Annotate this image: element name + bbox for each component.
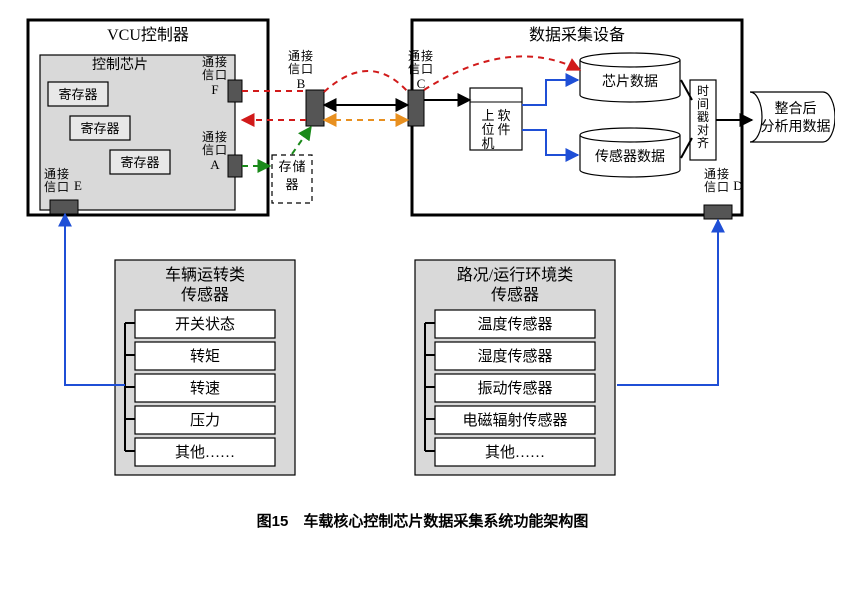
- svg-text:开关状态: 开关状态: [175, 316, 235, 333]
- svg-text:传感器: 传感器: [181, 286, 229, 304]
- svg-text:器: 器: [285, 177, 298, 192]
- svg-text:机: 机: [481, 136, 494, 151]
- svg-text:信: 信: [288, 62, 300, 76]
- svg-text:A: A: [210, 157, 220, 172]
- svg-text:戳: 戳: [697, 110, 709, 124]
- svg-text:接: 接: [301, 48, 313, 63]
- svg-text:上: 上: [481, 108, 494, 123]
- svg-text:转矩: 转矩: [190, 348, 220, 365]
- svg-text:接: 接: [421, 48, 433, 63]
- svg-text:时: 时: [697, 84, 709, 98]
- svg-text:软: 软: [497, 108, 510, 123]
- svg-text:传感器数据: 传感器数据: [595, 148, 665, 165]
- svg-text:齐: 齐: [697, 135, 709, 150]
- svg-text:其他……: 其他……: [485, 444, 545, 461]
- svg-text:寄存器: 寄存器: [80, 121, 119, 136]
- svg-text:位: 位: [481, 122, 494, 137]
- svg-text:信: 信: [202, 143, 214, 157]
- svg-text:分析用数据: 分析用数据: [761, 119, 831, 135]
- svg-text:VCU控制器: VCU控制器: [107, 26, 189, 44]
- svg-text:寄存器: 寄存器: [120, 155, 159, 170]
- svg-text:口: 口: [57, 180, 69, 194]
- svg-text:通: 通: [704, 167, 716, 181]
- svg-text:D: D: [733, 178, 742, 193]
- svg-text:电磁辐射传感器: 电磁辐射传感器: [462, 412, 567, 429]
- svg-text:对: 对: [697, 123, 709, 137]
- svg-text:F: F: [211, 82, 218, 97]
- svg-text:数据采集设备: 数据采集设备: [529, 26, 625, 44]
- svg-text:口: 口: [215, 68, 227, 82]
- svg-text:控制芯片: 控制芯片: [92, 57, 148, 73]
- svg-text:转速: 转速: [190, 380, 220, 397]
- svg-text:路况/运行环境类: 路况/运行环境类: [457, 265, 573, 284]
- svg-text:寄存器: 寄存器: [58, 87, 97, 102]
- svg-text:接: 接: [215, 54, 227, 69]
- svg-text:信: 信: [202, 68, 214, 82]
- svg-text:通: 通: [202, 130, 214, 144]
- svg-text:芯片数据: 芯片数据: [602, 74, 658, 90]
- svg-text:口: 口: [717, 180, 729, 194]
- svg-text:B: B: [297, 76, 306, 91]
- diagram-canvas: VCU控制器控制芯片寄存器寄存器寄存器通信接口F通信接口A通信接口E通信接口B存…: [10, 10, 835, 490]
- svg-text:温度传感器: 温度传感器: [477, 316, 552, 333]
- svg-text:口: 口: [215, 143, 227, 157]
- svg-text:间: 间: [697, 97, 709, 111]
- svg-text:信: 信: [44, 180, 56, 194]
- svg-text:振动传感器: 振动传感器: [477, 380, 552, 397]
- svg-text:传感器: 传感器: [491, 286, 539, 304]
- svg-text:其他……: 其他……: [175, 444, 235, 461]
- svg-text:通: 通: [408, 49, 420, 63]
- svg-text:接: 接: [717, 166, 729, 181]
- svg-text:整合后: 整合后: [775, 101, 817, 117]
- svg-text:接: 接: [57, 166, 69, 181]
- svg-text:口: 口: [421, 62, 433, 76]
- svg-text:件: 件: [497, 122, 510, 137]
- svg-text:通: 通: [288, 49, 300, 63]
- svg-text:车辆运转类: 车辆运转类: [165, 266, 245, 284]
- svg-text:接: 接: [215, 129, 227, 144]
- svg-text:储: 储: [292, 159, 305, 174]
- svg-text:C: C: [417, 76, 426, 91]
- svg-text:通: 通: [202, 55, 214, 69]
- svg-text:湿度传感器: 湿度传感器: [477, 348, 552, 365]
- svg-text:压力: 压力: [190, 412, 220, 429]
- svg-text:信: 信: [704, 180, 716, 194]
- svg-text:E: E: [74, 178, 82, 193]
- svg-text:信: 信: [408, 62, 420, 76]
- figure-caption: 图15 车载核心控制芯片数据采集系统功能架构图: [10, 510, 835, 531]
- svg-text:通: 通: [44, 167, 56, 181]
- svg-text:存: 存: [278, 159, 291, 174]
- svg-text:口: 口: [301, 62, 313, 76]
